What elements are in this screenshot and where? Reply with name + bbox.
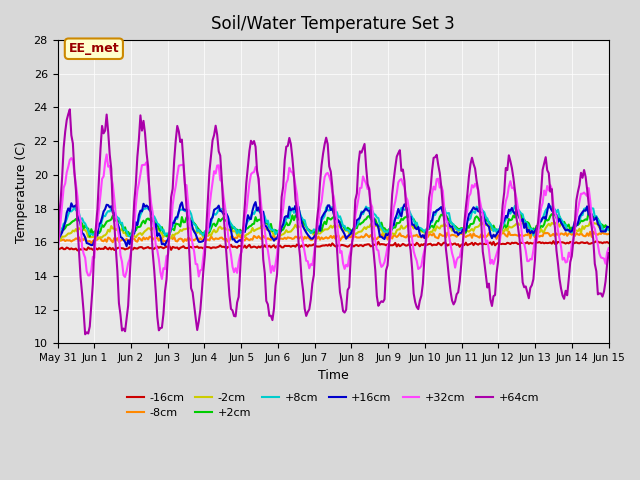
- Y-axis label: Temperature (C): Temperature (C): [15, 141, 28, 243]
- +2cm: [575, 220, 583, 226]
- -8cm: [238, 236, 246, 241]
- +64cm: [54, 255, 61, 261]
- Title: Soil/Water Temperature Set 3: Soil/Water Temperature Set 3: [211, 15, 455, 33]
- +8cm: [296, 211, 304, 216]
- +32cm: [158, 276, 166, 282]
- +2cm: [123, 230, 131, 236]
- +64cm: [249, 141, 257, 147]
- +16cm: [252, 199, 259, 205]
- -2cm: [586, 219, 594, 225]
- +16cm: [247, 216, 255, 222]
- -16cm: [74, 248, 81, 253]
- +16cm: [238, 239, 246, 244]
- -16cm: [605, 240, 612, 246]
- +8cm: [238, 229, 246, 235]
- -8cm: [88, 240, 95, 246]
- -2cm: [123, 233, 131, 239]
- -8cm: [296, 235, 304, 240]
- +32cm: [123, 268, 131, 274]
- +16cm: [123, 243, 131, 249]
- Text: EE_met: EE_met: [68, 42, 119, 55]
- -16cm: [575, 240, 583, 246]
- +32cm: [239, 233, 247, 239]
- +16cm: [121, 239, 129, 245]
- -8cm: [123, 236, 131, 242]
- -8cm: [505, 229, 513, 235]
- -16cm: [238, 243, 246, 249]
- -2cm: [605, 227, 612, 233]
- Line: -8cm: -8cm: [58, 232, 609, 243]
- -16cm: [247, 245, 255, 251]
- +64cm: [221, 230, 228, 236]
- -2cm: [247, 229, 255, 235]
- Line: +32cm: +32cm: [58, 155, 609, 279]
- +8cm: [247, 213, 255, 219]
- +32cm: [605, 245, 612, 251]
- +2cm: [238, 229, 246, 235]
- Line: -2cm: -2cm: [58, 222, 609, 240]
- +16cm: [54, 234, 61, 240]
- +32cm: [54, 252, 61, 258]
- +32cm: [249, 170, 257, 176]
- +8cm: [513, 202, 520, 208]
- +8cm: [605, 227, 612, 233]
- +64cm: [577, 170, 585, 176]
- Line: +16cm: +16cm: [58, 202, 609, 246]
- +8cm: [220, 206, 227, 212]
- +16cm: [298, 219, 305, 225]
- +2cm: [220, 215, 227, 221]
- -16cm: [296, 244, 304, 250]
- +64cm: [66, 107, 74, 112]
- +64cm: [124, 303, 132, 309]
- +8cm: [577, 213, 585, 218]
- -2cm: [55, 238, 63, 243]
- Line: +2cm: +2cm: [58, 212, 609, 237]
- +16cm: [577, 212, 585, 217]
- +2cm: [585, 209, 593, 215]
- Legend: -16cm, -8cm, -2cm, +2cm, +8cm, +16cm, +32cm, +64cm: -16cm, -8cm, -2cm, +2cm, +8cm, +16cm, +3…: [122, 388, 543, 423]
- +2cm: [247, 223, 255, 229]
- +2cm: [86, 234, 93, 240]
- +2cm: [296, 216, 304, 221]
- +32cm: [298, 234, 305, 240]
- Line: -16cm: -16cm: [58, 241, 609, 251]
- -2cm: [238, 233, 246, 239]
- -16cm: [123, 246, 131, 252]
- +8cm: [54, 229, 61, 235]
- +16cm: [605, 224, 612, 230]
- -2cm: [296, 224, 304, 230]
- -8cm: [605, 231, 612, 237]
- -16cm: [54, 246, 61, 252]
- -8cm: [247, 236, 255, 242]
- -16cm: [220, 244, 227, 250]
- +64cm: [239, 223, 247, 229]
- X-axis label: Time: Time: [317, 369, 348, 382]
- +32cm: [103, 152, 111, 157]
- Line: +64cm: +64cm: [58, 109, 609, 334]
- -2cm: [54, 235, 61, 240]
- +64cm: [605, 250, 612, 256]
- +64cm: [81, 331, 89, 337]
- +8cm: [121, 228, 129, 233]
- -8cm: [54, 237, 61, 243]
- -16cm: [593, 238, 600, 244]
- +16cm: [220, 211, 227, 217]
- -8cm: [220, 236, 227, 242]
- -2cm: [220, 226, 227, 231]
- +2cm: [605, 225, 612, 230]
- +64cm: [298, 276, 305, 282]
- +32cm: [577, 191, 585, 197]
- +8cm: [126, 233, 134, 239]
- -8cm: [577, 230, 585, 236]
- Line: +8cm: +8cm: [58, 205, 609, 236]
- -2cm: [575, 226, 583, 232]
- +2cm: [54, 231, 61, 237]
- +32cm: [221, 203, 228, 208]
